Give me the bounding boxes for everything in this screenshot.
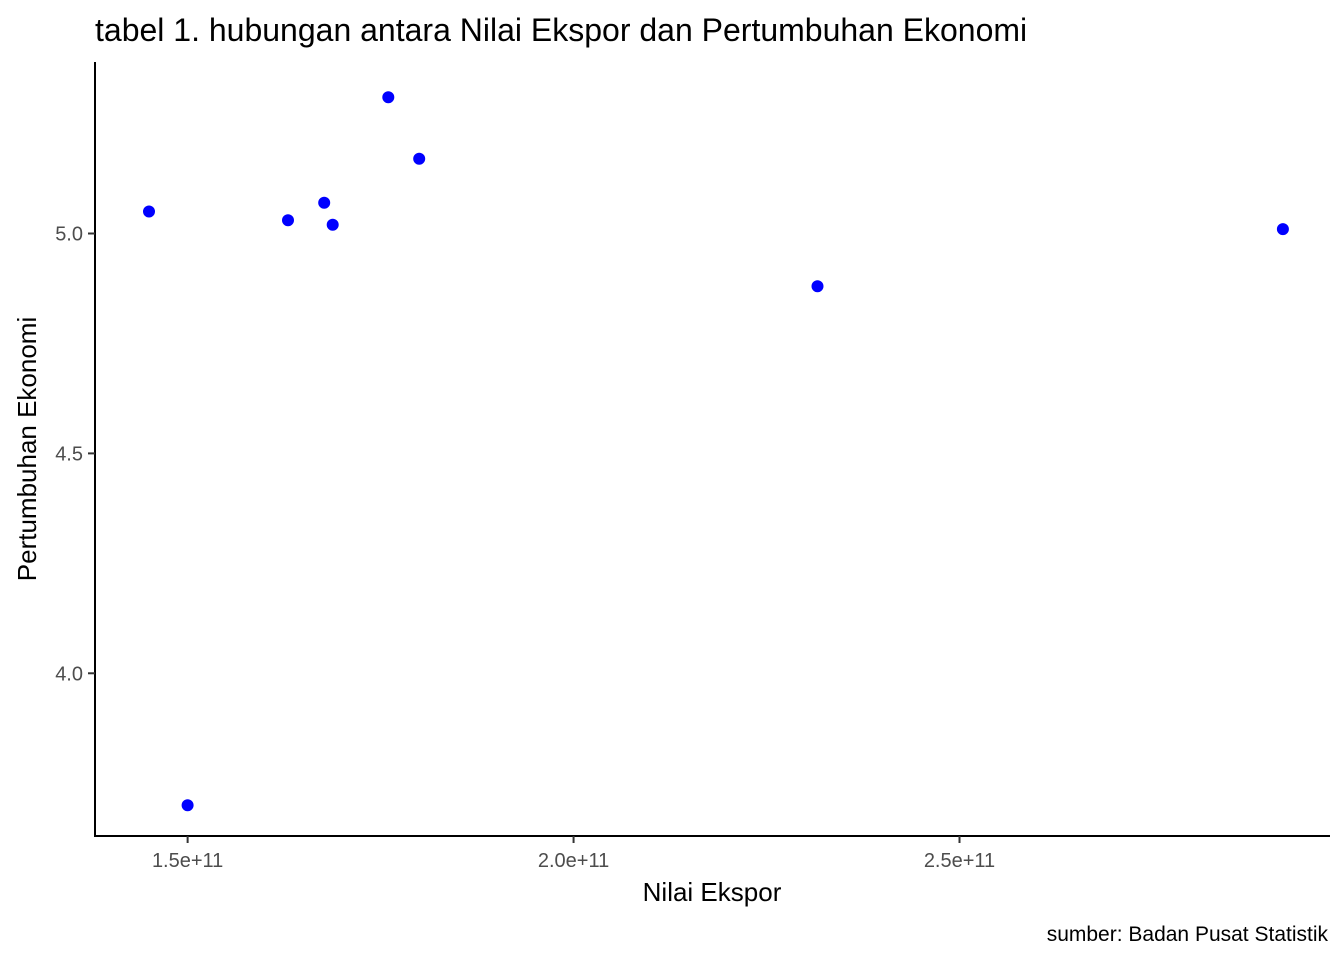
points-layer xyxy=(143,91,1289,812)
y-tick-label: 5.0 xyxy=(55,224,83,246)
x-tick-label: 2.5e+11 xyxy=(924,850,995,872)
scatter-point xyxy=(282,214,294,227)
scatter-point xyxy=(143,205,155,218)
scatter-point xyxy=(326,218,339,231)
x-tick-label: 2.0e+11 xyxy=(538,850,609,872)
x-axis-title: Nilai Ekspor xyxy=(643,877,782,907)
scatter-point xyxy=(811,280,824,293)
x-tick-label: 1.5e+11 xyxy=(152,850,223,872)
y-tick-label: 4.5 xyxy=(55,443,83,465)
scatter-point xyxy=(1276,223,1289,236)
y-ticks-layer: 4.0 4.5 5.0 xyxy=(55,224,95,685)
scatter-point xyxy=(181,799,194,812)
x-ticks-layer: 1.5e+11 2.0e+11 2.5e+11 xyxy=(152,836,995,872)
scatter-point xyxy=(382,91,395,104)
chart-title: tabel 1. hubungan antara Nilai Ekspor da… xyxy=(95,12,1027,48)
scatter-point xyxy=(318,196,331,209)
y-axis-title: Pertumbuhan Ekonomi xyxy=(12,317,42,581)
chart-caption: sumber: Badan Pusat Statistik xyxy=(1047,923,1329,946)
scatter-point xyxy=(413,152,426,165)
y-tick-label: 4.0 xyxy=(55,663,83,685)
